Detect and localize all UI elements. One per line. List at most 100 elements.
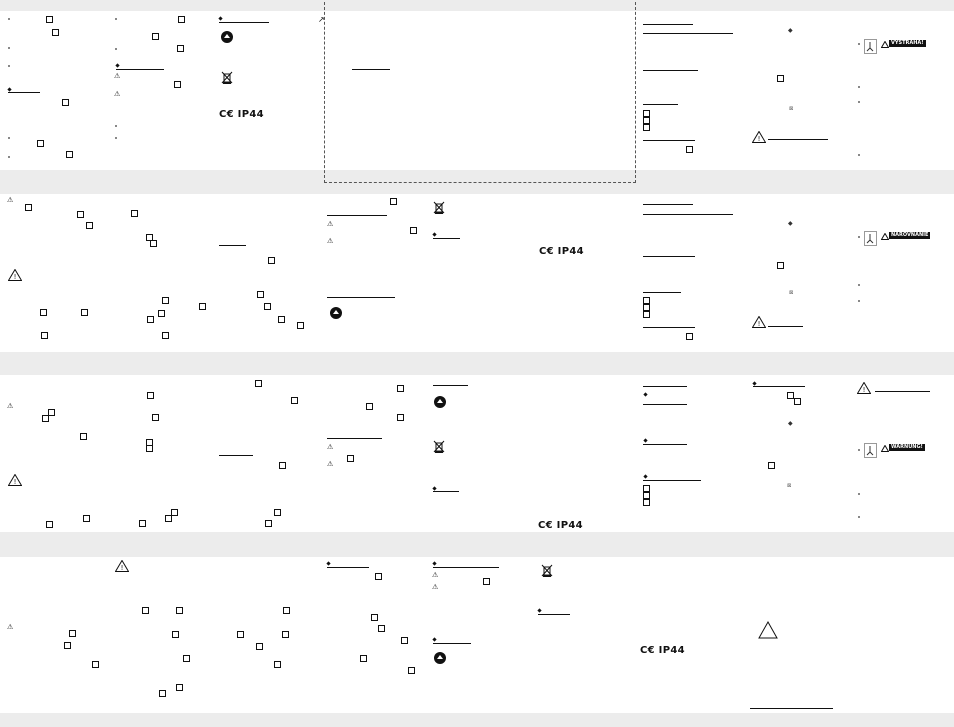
- ce-ip44-mark: C€ IP44: [539, 246, 584, 257]
- checkbox-icon: [643, 311, 650, 318]
- checkbox-icon: [92, 661, 99, 668]
- checkbox-icon: [77, 211, 84, 218]
- heading-rule: [327, 567, 369, 568]
- heading-rule: [327, 215, 387, 216]
- text-column-4a: ⚠: [0, 557, 110, 713]
- bullet-dot: [8, 18, 10, 20]
- heading-rule: [753, 386, 805, 387]
- text-column-2g: ◆ ⊠ !: [750, 194, 855, 352]
- recycling-icon: [434, 652, 446, 664]
- bullet-dot: [858, 449, 860, 451]
- warning-label-column-2: NAROVNANIE: [855, 194, 954, 352]
- checkbox-icon: [397, 414, 404, 421]
- hanging-hazard-icon: [864, 443, 877, 458]
- section-marker: [537, 608, 542, 613]
- section-marker: [643, 438, 648, 443]
- checkbox-icon: [178, 16, 185, 23]
- checkbox-icon: [686, 333, 693, 340]
- heading-rule: [8, 92, 40, 93]
- checkbox-icon: [643, 110, 650, 117]
- checkbox-icon: [150, 240, 157, 247]
- svg-text:!: !: [14, 478, 17, 486]
- warning-triangle-outline-icon: [758, 621, 778, 639]
- heading-rule: [750, 708, 833, 709]
- small-mark: ⊠: [787, 483, 792, 489]
- heading-rule: [768, 326, 803, 327]
- checkbox-icon: [643, 124, 650, 131]
- section-marker: [432, 486, 437, 491]
- checkbox-icon: [177, 45, 184, 52]
- text-column-3b: [110, 375, 215, 532]
- bullet-dot: [858, 86, 860, 88]
- ce-ip44-mark: C€ IP44: [219, 109, 264, 120]
- heading-rule: [219, 22, 269, 23]
- checkbox-icon: [237, 631, 244, 638]
- heading-rule: [643, 292, 681, 293]
- checkbox-icon: [158, 310, 165, 317]
- checkbox-icon: [777, 262, 784, 269]
- heading-rule: [643, 33, 733, 34]
- warning-triangle-icon: !: [8, 269, 22, 281]
- heading-rule: [643, 70, 698, 71]
- text-column-4f: [535, 557, 640, 713]
- bullet-dot: [8, 137, 10, 139]
- page-band-4: [0, 532, 954, 557]
- checkbox-icon: [643, 297, 650, 304]
- checkbox-icon: [199, 303, 206, 310]
- checkbox-icon: [86, 222, 93, 229]
- bullet-dot: [858, 300, 860, 302]
- heading-rule: [643, 104, 678, 105]
- bullet-dot: [858, 493, 860, 495]
- warning-triangle-icon: ⚠: [114, 72, 121, 80]
- checkbox-icon: [255, 380, 262, 387]
- checkbox-icon: [37, 140, 44, 147]
- text-column-3f: [640, 375, 750, 532]
- small-mark: ◆: [788, 220, 793, 227]
- dashed-placeholder-area: [324, 2, 636, 183]
- warning-triangle-icon: ⚠: [7, 402, 14, 410]
- checkbox-icon: [256, 643, 263, 650]
- heading-rule: [219, 455, 253, 456]
- text-column-1a: [0, 11, 110, 171]
- checkbox-icon: [162, 297, 169, 304]
- text-column-3g: ◆ ⊠: [750, 375, 855, 532]
- bullet-dot: [115, 18, 117, 20]
- section-marker: [7, 87, 12, 92]
- heading-rule: [643, 404, 687, 405]
- checkbox-icon: [257, 291, 264, 298]
- warning-triangle-icon: !: [752, 131, 766, 143]
- checkbox-icon: [347, 455, 354, 462]
- recycling-icon: [221, 31, 233, 43]
- crossed-bin-icon: [433, 201, 445, 214]
- warning-triangle-icon: ⚠: [432, 583, 439, 591]
- checkbox-icon: [46, 521, 53, 528]
- text-column-3a: ⚠ !: [0, 375, 110, 532]
- warning-triangle-icon: ⚠: [7, 623, 14, 631]
- checkbox-icon: [643, 304, 650, 311]
- checkbox-icon: [794, 398, 801, 405]
- bullet-dot: [8, 156, 10, 158]
- bullet-dot: [858, 236, 860, 238]
- checkbox-icon: [41, 332, 48, 339]
- checkbox-icon: [46, 16, 53, 23]
- section-marker: [643, 474, 648, 479]
- heading-rule: [643, 204, 693, 205]
- section-marker: [432, 637, 437, 642]
- warning-triangle-icon: ⚠: [114, 90, 121, 98]
- checkbox-icon: [787, 392, 794, 399]
- text-column-1e: ◆ ⊠ !: [750, 11, 855, 171]
- checkbox-icon: [279, 462, 286, 469]
- heading-rule: [116, 69, 164, 70]
- warning-triangle-icon: [881, 233, 889, 240]
- text-column-4b: !: [110, 557, 215, 713]
- page-band-5: [0, 713, 954, 727]
- svg-text:!: !: [863, 386, 866, 394]
- checkbox-icon: [174, 81, 181, 88]
- checkbox-icon: [643, 492, 650, 499]
- text-column-3c: [215, 375, 325, 532]
- heading-rule: [433, 238, 460, 239]
- checkbox-icon: [81, 309, 88, 316]
- section-marker: [432, 232, 437, 237]
- checkbox-icon: [147, 392, 154, 399]
- checkbox-icon: [360, 655, 367, 662]
